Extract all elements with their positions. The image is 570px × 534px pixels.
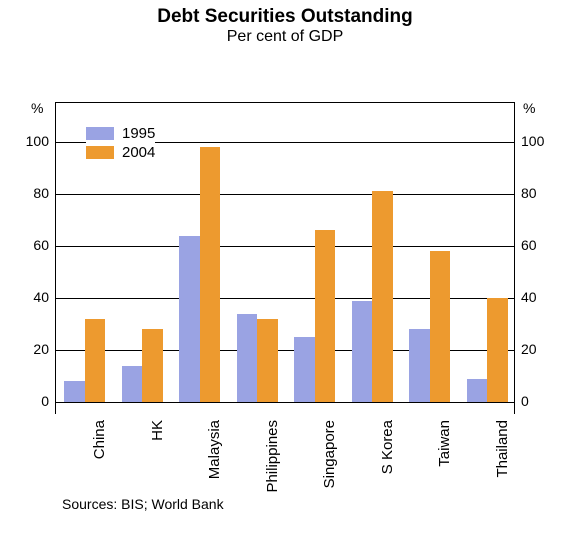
x-category-label: Thailand <box>494 420 511 520</box>
y-tick-right: 80 <box>521 185 537 201</box>
y-tick-left: 80 <box>33 185 49 201</box>
bar <box>409 329 430 402</box>
bar <box>487 298 508 402</box>
x-category-label: Philippines <box>264 420 281 520</box>
source-text: Sources: BIS; World Bank <box>62 496 224 512</box>
bar <box>352 301 373 402</box>
y-tick-right: 40 <box>521 289 537 305</box>
y-tick-right: 0 <box>521 393 529 409</box>
bar <box>430 251 451 402</box>
y-tick-right: 100 <box>521 133 544 149</box>
chart-area: 19952004002020404060608080100100%%ChinaH… <box>0 46 570 534</box>
gridline <box>56 246 514 247</box>
y-axis-symbol-right: % <box>523 100 535 116</box>
bar <box>85 319 106 402</box>
x-category-label: Singapore <box>321 420 338 520</box>
y-axis-symbol-left: % <box>31 100 43 116</box>
bar <box>200 147 221 402</box>
bar <box>122 366 143 402</box>
bar <box>64 381 85 402</box>
y-tick-left: 0 <box>41 393 49 409</box>
legend-swatch <box>86 146 114 159</box>
baseline <box>56 402 514 403</box>
bar <box>372 191 393 402</box>
legend-swatch <box>86 127 114 140</box>
legend-item: 1995 <box>86 125 155 142</box>
legend-label: 2004 <box>122 144 155 161</box>
y-tick-left: 100 <box>26 133 49 149</box>
x-category-label: Taiwan <box>436 420 453 520</box>
x-category-label: S Korea <box>379 420 396 520</box>
y-tick-left: 60 <box>33 237 49 253</box>
chart-title: Debt Securities Outstanding <box>0 6 570 28</box>
y-tick-right: 60 <box>521 237 537 253</box>
chart-subtitle: Per cent of GDP <box>0 28 570 46</box>
bar <box>315 230 336 402</box>
bar <box>142 329 163 402</box>
legend-label: 1995 <box>122 125 155 142</box>
bar <box>237 314 258 402</box>
y-tick-right: 20 <box>521 341 537 357</box>
bar <box>179 236 200 402</box>
legend-item: 2004 <box>86 144 155 161</box>
y-tick-left: 40 <box>33 289 49 305</box>
plot-area: 1995 2004 <box>55 102 515 414</box>
bar <box>294 337 315 402</box>
bar <box>467 379 488 402</box>
bar <box>257 319 278 402</box>
legend: 1995 2004 <box>86 123 155 163</box>
y-tick-left: 20 <box>33 341 49 357</box>
gridline <box>56 194 514 195</box>
